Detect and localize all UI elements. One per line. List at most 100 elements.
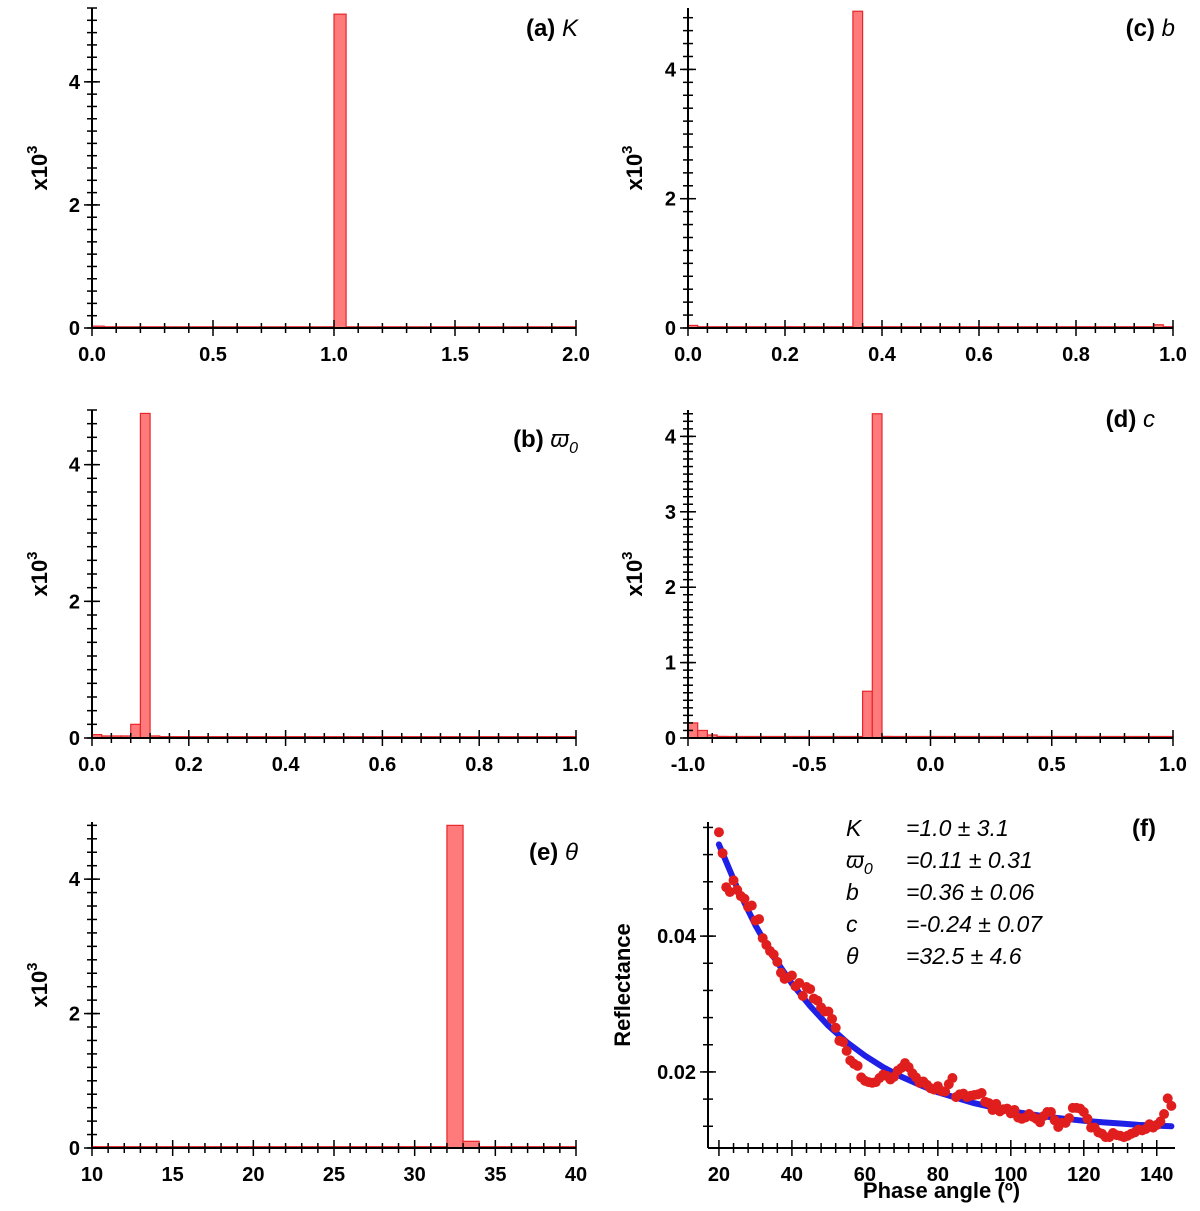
y-tick-label: 2 [69, 1004, 80, 1026]
x-tick-label: 1.0 [320, 344, 348, 366]
data-point [794, 977, 805, 988]
x-tick-label: 0.2 [771, 344, 799, 366]
x-tick-label: 0.2 [175, 754, 203, 776]
data-point [746, 900, 757, 911]
data-point [1045, 1107, 1056, 1118]
x-tick-label: 0.6 [368, 754, 396, 776]
panel-title: (a) K [526, 15, 579, 42]
data-point [754, 914, 765, 925]
data-point [1009, 1104, 1020, 1115]
param-name: b [846, 879, 859, 905]
y-axis-label: x103 [24, 145, 52, 190]
panel-c: 0.0 0.2 0.4 0.6 0.8 1.0 0 2 4 (c) b x103 [619, 8, 1187, 366]
data-point [991, 1098, 1002, 1109]
param-name: c [846, 911, 858, 937]
data-point [805, 984, 816, 995]
x-tick-label: 0.8 [1062, 344, 1090, 366]
x-tick-label: 35 [484, 1164, 506, 1186]
x-axis-label: Phase angle (º) [863, 1178, 1020, 1203]
y-tick-label: 2 [69, 591, 80, 613]
x-tick-label: 0.0 [917, 754, 945, 776]
x-tick-label: 80 [927, 1164, 949, 1186]
param-value: =0.36 ± 0.06 [906, 879, 1035, 905]
y-tick-label: 1 [665, 653, 676, 675]
param-value: =32.5 ± 4.6 [906, 943, 1022, 969]
x-tick-label: 140 [1140, 1164, 1173, 1186]
y-tick-label: 0 [665, 728, 676, 750]
data-point [1082, 1113, 1093, 1124]
data-point [823, 1006, 834, 1017]
y-axis-label: x103 [619, 551, 647, 596]
panel-e: 10 15 20 25 30 35 40 0 2 4 (e) θ x103 [24, 822, 587, 1186]
data-point [739, 893, 750, 904]
y-axis-label: x103 [619, 145, 647, 190]
data-point [852, 1060, 863, 1071]
x-tick-label: -0.5 [792, 754, 826, 776]
y-tick-label: 0 [69, 1138, 80, 1160]
x-tick-label: 1.5 [441, 344, 469, 366]
x-tick-label: 25 [323, 1164, 345, 1186]
panel-d: -1.0 -0.5 0.0 0.5 1.0 0 1 2 3 4 (d) c x103 [619, 406, 1187, 776]
y-tick-label: 4 [665, 59, 677, 81]
y-tick-label: 4 [69, 455, 81, 477]
histogram-bar [446, 824, 464, 1149]
x-tick-label: 0.8 [465, 754, 493, 776]
x-tick-label: 20 [242, 1164, 264, 1186]
x-tick-label: 60 [854, 1164, 876, 1186]
data-point [947, 1073, 958, 1084]
x-tick-label: 0.6 [965, 344, 993, 366]
data-point [772, 956, 783, 967]
x-tick-label: 120 [1067, 1164, 1100, 1186]
data-point [830, 1022, 841, 1033]
x-tick-label: 10 [81, 1164, 103, 1186]
x-tick-label: 40 [565, 1164, 587, 1186]
x-tick-label: 0.4 [272, 754, 301, 776]
x-tick-label: 30 [404, 1164, 426, 1186]
x-tick-label: 0.0 [674, 344, 702, 366]
data-point [976, 1087, 987, 1098]
y-tick-label: 4 [665, 426, 677, 448]
y-axis-label: Reflectance [610, 923, 635, 1047]
data-point [940, 1086, 951, 1097]
x-tick-label: 2.0 [562, 344, 590, 366]
histogram-bar [852, 10, 864, 329]
histogram-bar [462, 1140, 480, 1149]
x-tick-label: -1.0 [671, 754, 705, 776]
y-tick-label: 2 [665, 189, 676, 211]
param-name: θ [846, 943, 859, 969]
param-name: K [846, 815, 863, 841]
x-tick-label: 1.0 [1159, 754, 1187, 776]
histogram-bar [697, 729, 709, 739]
y-tick-label: 0 [665, 318, 676, 340]
x-tick-label: 100 [994, 1164, 1027, 1186]
x-tick-label: 0.4 [868, 344, 897, 366]
data-point [728, 875, 739, 886]
data-point [841, 1045, 852, 1056]
data-point [1155, 1116, 1166, 1127]
x-tick-label: 0.5 [1038, 754, 1066, 776]
histogram-bar [861, 690, 873, 739]
x-tick-label: 15 [162, 1164, 184, 1186]
panel-a: 0.0 0.5 1.0 1.5 2.0 0 2 4 (a) K x103 [24, 7, 590, 366]
histogram-bar [130, 723, 142, 739]
data-point [786, 970, 797, 981]
x-tick-label: 40 [781, 1164, 803, 1186]
data-point [797, 990, 808, 1001]
param-value: =0.11 ± 0.31 [906, 847, 1033, 873]
y-tick-label: 0 [69, 728, 80, 750]
x-tick-label: 0.5 [199, 344, 227, 366]
x-tick-label: 1.0 [562, 754, 590, 776]
histogram-bar [871, 413, 883, 739]
y-tick-label: 2 [69, 195, 80, 217]
y-tick-label: 0.02 [657, 1062, 696, 1084]
y-tick-label: 4 [69, 869, 81, 891]
data-point [1162, 1093, 1173, 1104]
histogram-bar [333, 13, 347, 329]
histogram-bar [139, 412, 151, 739]
data-point [1064, 1113, 1075, 1124]
data-point [768, 949, 779, 960]
param-name: ϖ0 [846, 847, 873, 878]
panel-f: 20 40 60 80 100 120 140 0.02 0.04 (f) Reflectance P… [610, 815, 1177, 1203]
data-point [837, 1037, 848, 1048]
panel-title: (e) θ [529, 839, 578, 866]
